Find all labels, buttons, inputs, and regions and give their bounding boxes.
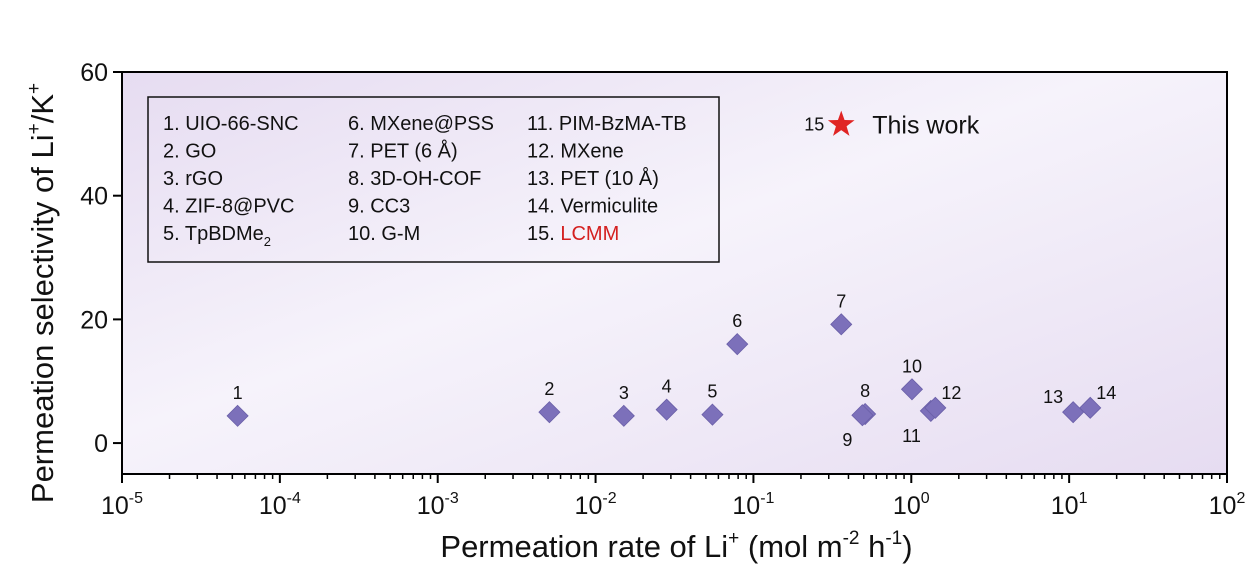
- point-label-1: 1: [233, 383, 243, 403]
- legend-entry: 5. TpBDMe2: [163, 223, 271, 249]
- x-tick-label: 10-4: [259, 490, 301, 520]
- highlight-text: This work: [872, 112, 979, 140]
- point-label-6: 6: [732, 311, 742, 331]
- legend-entry: 13. PET (10 Å): [527, 167, 659, 190]
- point-label-2: 2: [544, 379, 554, 399]
- legend-entry: 2. GO: [163, 141, 216, 163]
- legend-entry: 9. CC3: [348, 196, 410, 218]
- data-point-10: [900, 378, 924, 401]
- data-point-9: [851, 404, 874, 427]
- data-point-14: [1079, 396, 1102, 419]
- legend-entry: 8. 3D-OH-COF: [348, 168, 481, 190]
- legend-entry: 1. UIO-66-SNC: [163, 113, 299, 135]
- legend-entry: 4. ZIF-8@PVC: [163, 196, 294, 218]
- x-tick-label: 101: [1051, 490, 1088, 520]
- x-tick-label: 10-5: [101, 490, 143, 520]
- legend-entry: 11. PIM-BzMA-TB: [527, 113, 687, 135]
- point-label-13: 13: [1043, 387, 1063, 407]
- data-point-3: [612, 404, 635, 427]
- legend-entry: 3. rGO: [163, 168, 223, 190]
- x-tick-label: 10-3: [417, 490, 459, 520]
- x-tick-label: 100: [893, 490, 930, 520]
- point-label-11: 11: [902, 426, 921, 446]
- y-tick-label: 60: [80, 59, 108, 87]
- legend-entry: 12. MXene: [527, 141, 624, 163]
- point-label-8: 8: [860, 381, 870, 401]
- data-point-7: [830, 313, 853, 336]
- x-axis-title: Permeation rate of Li+ (mol m-2 h-1): [440, 528, 912, 564]
- x-tick-label: 102: [1209, 490, 1246, 520]
- highlight-star: [827, 110, 855, 136]
- data-point-2: [538, 401, 561, 424]
- x-tick-label: 10-1: [732, 490, 774, 520]
- point-label-12: 12: [941, 383, 961, 403]
- data-point-4: [655, 398, 678, 421]
- y-tick-label: 0: [94, 430, 108, 458]
- legend-entry: 6. MXene@PSS: [348, 113, 494, 135]
- legend-entry: 15. LCMM: [527, 223, 619, 245]
- point-label-9: 9: [842, 430, 852, 450]
- data-point-6: [726, 333, 749, 356]
- legend-entry: 7. PET (6 Å): [348, 140, 458, 163]
- legend-box: [147, 96, 720, 263]
- point-label-5: 5: [707, 382, 717, 402]
- legend-entry: 14. Vermiculite: [527, 196, 658, 218]
- legend-entry: 10. G-M: [348, 223, 420, 245]
- point-label-3: 3: [619, 383, 629, 403]
- point-label-10: 10: [902, 356, 922, 376]
- data-point-5: [701, 403, 724, 426]
- data-point-1: [226, 404, 249, 427]
- point-label-7: 7: [836, 291, 846, 311]
- point-label-4: 4: [662, 377, 672, 397]
- y-tick-label: 20: [80, 306, 108, 334]
- plot-frame: [121, 71, 1228, 475]
- point-label-14: 14: [1096, 383, 1116, 403]
- data-point-12: [924, 396, 947, 419]
- y-axis-title: Permeation selectivity of Li+/K+: [24, 83, 60, 503]
- highlight-number: 15: [804, 115, 824, 135]
- x-tick-label: 10-2: [575, 490, 617, 520]
- y-tick-label: 40: [80, 183, 108, 211]
